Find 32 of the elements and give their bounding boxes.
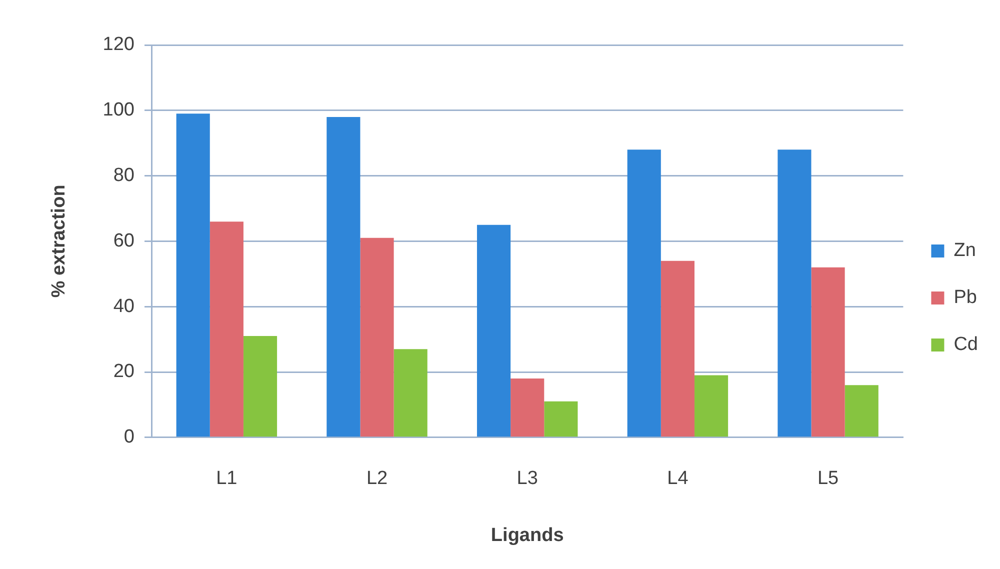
y-tick-label: 120 bbox=[102, 34, 134, 56]
y-tick-label: 80 bbox=[113, 165, 134, 186]
y-tick-label: 20 bbox=[113, 361, 134, 382]
legend-label: Pb bbox=[954, 287, 977, 308]
y-tick-label: 60 bbox=[113, 230, 134, 252]
bar bbox=[360, 238, 394, 437]
bar bbox=[243, 336, 278, 437]
x-tick-label: L2 bbox=[366, 468, 388, 490]
bar bbox=[811, 267, 845, 437]
x-tick-label: L1 bbox=[216, 468, 238, 490]
y-tick-label: 0 bbox=[124, 426, 134, 448]
y-tick-label: 100 bbox=[102, 100, 134, 121]
bar bbox=[694, 375, 728, 437]
bar bbox=[627, 150, 661, 437]
bar bbox=[510, 378, 544, 437]
x-tick-label: L3 bbox=[516, 468, 538, 490]
bar bbox=[210, 222, 244, 437]
x-axis-title: Ligands bbox=[490, 524, 564, 546]
bar bbox=[544, 401, 578, 437]
bar bbox=[778, 150, 812, 437]
legend-label: Cd bbox=[954, 334, 978, 356]
bar bbox=[326, 116, 360, 437]
y-axis-title: % extraction bbox=[48, 184, 70, 298]
bar bbox=[660, 260, 694, 437]
legend-label: Zn bbox=[954, 240, 976, 262]
y-tick-label: 40 bbox=[113, 296, 134, 317]
x-tick-label: L4 bbox=[667, 468, 689, 490]
bar bbox=[844, 385, 878, 437]
bar bbox=[394, 349, 428, 437]
bar bbox=[176, 114, 210, 437]
x-tick-label: L5 bbox=[817, 468, 839, 490]
bar bbox=[476, 224, 511, 437]
